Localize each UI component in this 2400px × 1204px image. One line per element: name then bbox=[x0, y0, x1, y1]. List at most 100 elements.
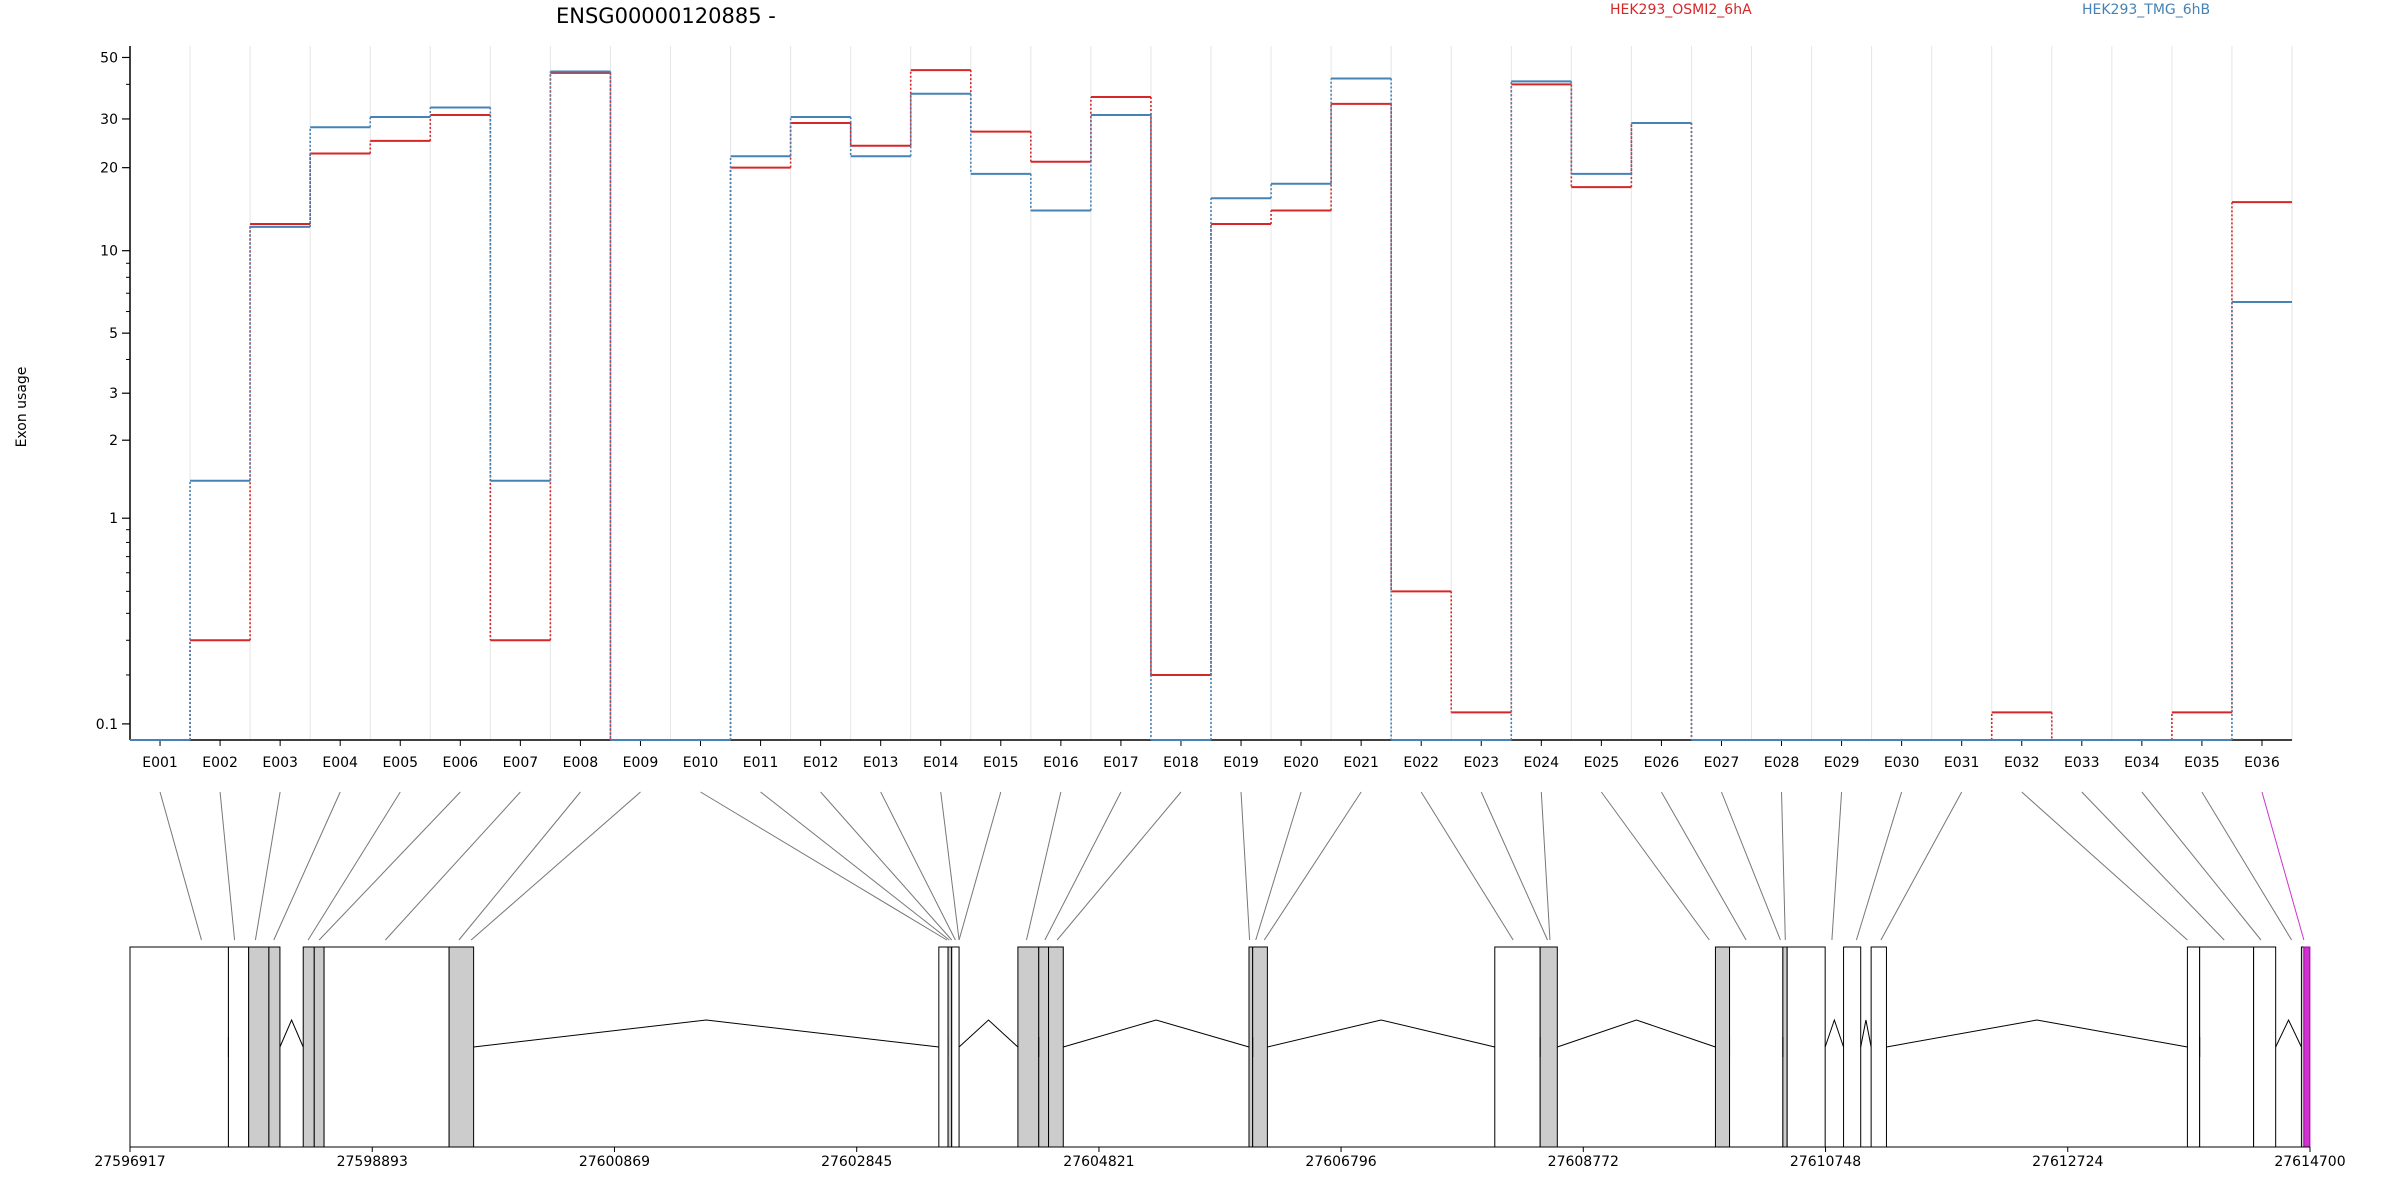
genomic-coordinate-label: 27602845 bbox=[821, 1154, 892, 1170]
exon-label: E010 bbox=[683, 755, 719, 771]
exon-label: E024 bbox=[1524, 755, 1560, 771]
y-axis-label: Exon usage bbox=[14, 367, 30, 448]
exon-label: E008 bbox=[563, 755, 599, 771]
axes: 0.1 1 2 3 5 10 20 30 50 E001 E002 E003 E004 E005 E006 E… bbox=[96, 46, 2292, 771]
intron-line bbox=[1886, 1019, 2188, 1048]
legend-entry-series-1: HEK293_OSMI2_6hA bbox=[1610, 2, 1752, 18]
exon-connector bbox=[458, 791, 581, 941]
exon-connector bbox=[254, 791, 281, 941]
exon-connector bbox=[760, 791, 950, 941]
exon-block bbox=[1017, 946, 1040, 1148]
intron-line bbox=[2275, 1018, 2302, 1048]
exon-label: E030 bbox=[1884, 755, 1920, 771]
exon-connector bbox=[1855, 791, 1903, 941]
exon-connector bbox=[159, 791, 202, 941]
exon-connector bbox=[700, 791, 948, 941]
exon-connector bbox=[1263, 791, 1362, 941]
exon-block bbox=[951, 946, 960, 1148]
exon-block bbox=[268, 946, 281, 1148]
exon-block bbox=[947, 946, 953, 1148]
y-tick-label: 1 bbox=[109, 511, 118, 527]
exon-label: E011 bbox=[743, 755, 779, 771]
exon-block bbox=[1048, 946, 1064, 1148]
exon-connector bbox=[958, 791, 1002, 941]
exon-connector bbox=[318, 791, 461, 941]
y-tick-label: 50 bbox=[100, 50, 118, 66]
exon-connector bbox=[219, 791, 236, 941]
exon-connector bbox=[1255, 791, 1302, 941]
exon-label: E026 bbox=[1644, 755, 1680, 771]
exon-label: E022 bbox=[1403, 755, 1439, 771]
genomic-coordinate-label: 27612724 bbox=[2032, 1154, 2103, 1170]
exon-connector bbox=[880, 791, 956, 941]
exon-connector bbox=[307, 791, 401, 941]
exon-connector bbox=[1880, 791, 1963, 941]
intron-line bbox=[1063, 1019, 1250, 1048]
series-2 bbox=[130, 70, 2292, 741]
y-tick-label: 0.1 bbox=[96, 717, 118, 733]
exon-block bbox=[313, 946, 325, 1148]
legend-entry-series-2: HEK293_TMG_6hB bbox=[2082, 2, 2210, 18]
exon-block bbox=[227, 946, 250, 1148]
exon-label: E013 bbox=[863, 755, 899, 771]
genomic-coordinate-label: 27608772 bbox=[1548, 1154, 1619, 1170]
exon-label: E021 bbox=[1343, 755, 1379, 771]
exon-connector bbox=[1660, 791, 1747, 941]
exon-block bbox=[129, 946, 229, 1148]
exon-connector bbox=[2141, 791, 2262, 941]
exon-block bbox=[1038, 946, 1050, 1148]
exon-label: E032 bbox=[2004, 755, 2040, 771]
exon-label: E035 bbox=[2184, 755, 2220, 771]
intron-line bbox=[1860, 1019, 1872, 1048]
y-tick-label: 2 bbox=[109, 433, 118, 449]
exon-connector bbox=[1721, 791, 1781, 941]
exon-label: E007 bbox=[503, 755, 539, 771]
exon-connector bbox=[2201, 791, 2293, 941]
y-tick-label: 3 bbox=[109, 386, 118, 402]
exon-connector bbox=[470, 791, 641, 941]
intron-line bbox=[958, 1019, 1019, 1048]
exon-label: E036 bbox=[2244, 755, 2280, 771]
genomic-coordinate-label: 27598893 bbox=[337, 1154, 408, 1170]
genomic-coordinate-label: 27614700 bbox=[2274, 1154, 2345, 1170]
exon-label: E005 bbox=[382, 755, 418, 771]
exon-label: E019 bbox=[1223, 755, 1259, 771]
exon-label: E031 bbox=[1944, 755, 1980, 771]
genomic-coordinate-label: 27606796 bbox=[1305, 1154, 1376, 1170]
exon-block bbox=[1870, 946, 1887, 1148]
exon-label: E012 bbox=[803, 755, 839, 771]
genomic-coordinate-label: 27600869 bbox=[579, 1154, 650, 1170]
exon-connector bbox=[1540, 791, 1551, 941]
exon-block bbox=[1539, 946, 1558, 1148]
exon-block bbox=[938, 946, 949, 1148]
exon-connector bbox=[1781, 791, 1786, 941]
exon-connector bbox=[384, 791, 521, 941]
genomic-coordinate-label: 27604821 bbox=[1063, 1154, 1134, 1170]
exon-label: E033 bbox=[2064, 755, 2100, 771]
exon-label: E018 bbox=[1163, 755, 1199, 771]
y-tick-label: 5 bbox=[109, 326, 118, 342]
exon-label: E020 bbox=[1283, 755, 1319, 771]
exon-block bbox=[2253, 946, 2277, 1148]
y-tick-label: 10 bbox=[100, 244, 118, 260]
exon-block bbox=[1729, 946, 1784, 1148]
exon-connector bbox=[2261, 791, 2305, 941]
exon-block bbox=[1494, 946, 1541, 1148]
exon-label: E029 bbox=[1824, 755, 1860, 771]
exon-connector bbox=[1044, 791, 1122, 941]
exon-connectors bbox=[159, 791, 2305, 941]
intron-line bbox=[473, 1019, 939, 1048]
exon-block bbox=[248, 946, 270, 1148]
exon-connector bbox=[1600, 791, 1710, 941]
exon-label: E006 bbox=[443, 755, 479, 771]
chart-title: ENSG00000120885 - bbox=[556, 4, 776, 28]
series-lines bbox=[130, 69, 2292, 741]
exon-connector bbox=[1831, 791, 1843, 941]
genomic-coordinate-label: 27596917 bbox=[94, 1154, 165, 1170]
exon-label: E003 bbox=[262, 755, 298, 771]
genomic-coordinate-label: 27610748 bbox=[1790, 1154, 1861, 1170]
exon-connector bbox=[820, 791, 953, 941]
exon-connector bbox=[1420, 791, 1514, 941]
